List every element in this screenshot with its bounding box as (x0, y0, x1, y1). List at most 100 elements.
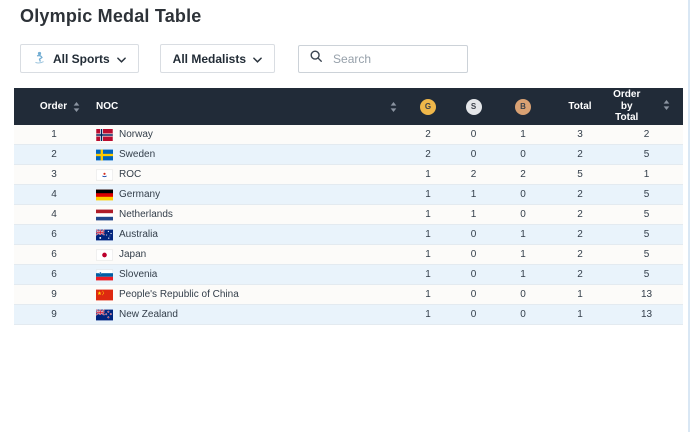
noc-name: Australia (119, 229, 158, 240)
sweden-flag-icon (96, 149, 113, 161)
gold-count: 2 (425, 129, 431, 140)
noc-name: People's Republic of China (119, 289, 239, 300)
silver-count: 2 (470, 169, 477, 180)
table-body: 1 Norway 2 0 1 3 2 2 Sweden 2 0 0 2 5 3 (14, 125, 683, 325)
order-value: 9 (51, 289, 57, 300)
bronze-count: 0 (520, 309, 526, 320)
silver-count: 0 (470, 289, 477, 300)
chevron-down-icon (116, 52, 126, 66)
table-row: 6 Australia 1 0 1 2 5 (14, 225, 683, 245)
gold-count: 1 (425, 309, 431, 320)
sort-icon[interactable] (390, 101, 397, 112)
order-value: 6 (51, 229, 57, 240)
japan-flag-icon (96, 249, 113, 261)
germany-flag-icon (96, 189, 113, 201)
all-medalists-dropdown[interactable]: All Medalists (159, 44, 276, 73)
total-count: 2 (577, 189, 583, 200)
bronze-count: 2 (520, 169, 526, 180)
total-count: 2 (577, 149, 583, 160)
noc-name: Sweden (119, 149, 156, 160)
header-bronze: B (496, 98, 550, 115)
bronze-count: 1 (520, 269, 526, 280)
slovenia-flag-icon (96, 269, 113, 281)
table-row: 1 Norway 2 0 1 3 2 (14, 125, 683, 145)
order-by-total-value: 13 (640, 309, 653, 320)
norway-flag-icon (96, 128, 113, 141)
australia-flag-icon (96, 228, 113, 241)
header-total: Total (568, 101, 592, 112)
china-flag-icon (96, 289, 113, 301)
header-order[interactable]: Order (14, 101, 94, 112)
silver-count: 1 (470, 189, 477, 200)
page-title: Olympic Medal Table (20, 6, 202, 26)
gold-count: 2 (425, 149, 431, 160)
gold-count: 1 (425, 169, 431, 180)
sort-icon[interactable] (73, 101, 80, 112)
order-value: 4 (51, 189, 57, 200)
search-box[interactable] (298, 44, 469, 73)
header-order-by-total[interactable]: Order by Total (610, 89, 683, 124)
table-row: 6 Japan 1 0 1 2 5 (14, 245, 683, 265)
bronze-count: 0 (520, 209, 526, 220)
order-value: 3 (51, 169, 57, 180)
table-row: 9 People's Republic of China 1 0 0 1 13 (14, 285, 683, 305)
noc-name: New Zealand (119, 309, 178, 320)
filter-bar: All Sports All Medalists (20, 44, 469, 73)
order-value: 2 (51, 149, 57, 160)
medal-table: Order NOC G S B Total Order by Total 1 (14, 88, 683, 325)
all-sports-dropdown[interactable]: All Sports (20, 44, 139, 73)
silver-count: 0 (470, 269, 477, 280)
total-count: 1 (577, 309, 583, 320)
bronze-count: 1 (520, 129, 526, 140)
chevron-down-icon (253, 52, 262, 66)
bronze-count: 1 (520, 249, 526, 260)
total-count: 1 (577, 289, 583, 300)
header-silver: S (451, 98, 496, 115)
noc-name: ROC (119, 169, 142, 180)
order-value: 4 (51, 209, 57, 220)
noc-name: Slovenia (119, 269, 158, 280)
all-medalists-label: All Medalists (172, 51, 247, 66)
order-by-total-value: 1 (643, 169, 650, 180)
noc-name: Norway (119, 129, 153, 140)
new-zealand-flag-icon (96, 308, 113, 321)
gold-count: 1 (425, 249, 431, 260)
order-value: 6 (51, 249, 57, 260)
silver-count: 0 (470, 149, 477, 160)
search-icon (309, 49, 323, 68)
table-row: 2 Sweden 2 0 0 2 5 (14, 145, 683, 165)
silver-count: 0 (470, 309, 477, 320)
bronze-count: 1 (520, 229, 526, 240)
total-count: 2 (577, 269, 583, 280)
noc-name: Japan (119, 249, 147, 260)
gold-count: 1 (425, 289, 431, 300)
search-input[interactable] (333, 51, 458, 66)
order-by-total-value: 5 (643, 229, 650, 240)
total-count: 3 (577, 129, 583, 140)
table-row: 3 ROC 1 2 2 5 1 (14, 165, 683, 185)
order-by-total-value: 5 (643, 269, 650, 280)
sport-pictogram-icon (33, 51, 46, 67)
gold-count: 1 (425, 269, 431, 280)
noc-name: Germany (119, 189, 161, 200)
gold-count: 1 (425, 209, 431, 220)
right-edge-highlight (688, 0, 690, 432)
gold-medal-icon: G (420, 98, 436, 115)
order-by-total-value: 5 (643, 189, 650, 200)
silver-count: 1 (470, 209, 477, 220)
order-value: 9 (51, 309, 57, 320)
order-by-total-value: 5 (643, 249, 650, 260)
table-row: 6 Slovenia 1 0 1 2 5 (14, 265, 683, 285)
table-row: 4 Netherlands 1 1 0 2 5 (14, 205, 683, 225)
silver-medal-icon: S (465, 98, 482, 115)
bronze-medal-icon: B (515, 98, 531, 115)
netherlands-flag-icon (96, 209, 113, 221)
total-count: 5 (577, 169, 583, 180)
all-sports-label: All Sports (53, 51, 110, 66)
table-row: 9 New Zealand 1 0 0 1 13 (14, 305, 683, 325)
order-by-total-value: 2 (643, 129, 650, 140)
header-noc[interactable]: NOC (94, 101, 405, 112)
total-count: 2 (577, 249, 583, 260)
sort-icon[interactable] (650, 99, 684, 114)
bronze-count: 0 (520, 189, 526, 200)
